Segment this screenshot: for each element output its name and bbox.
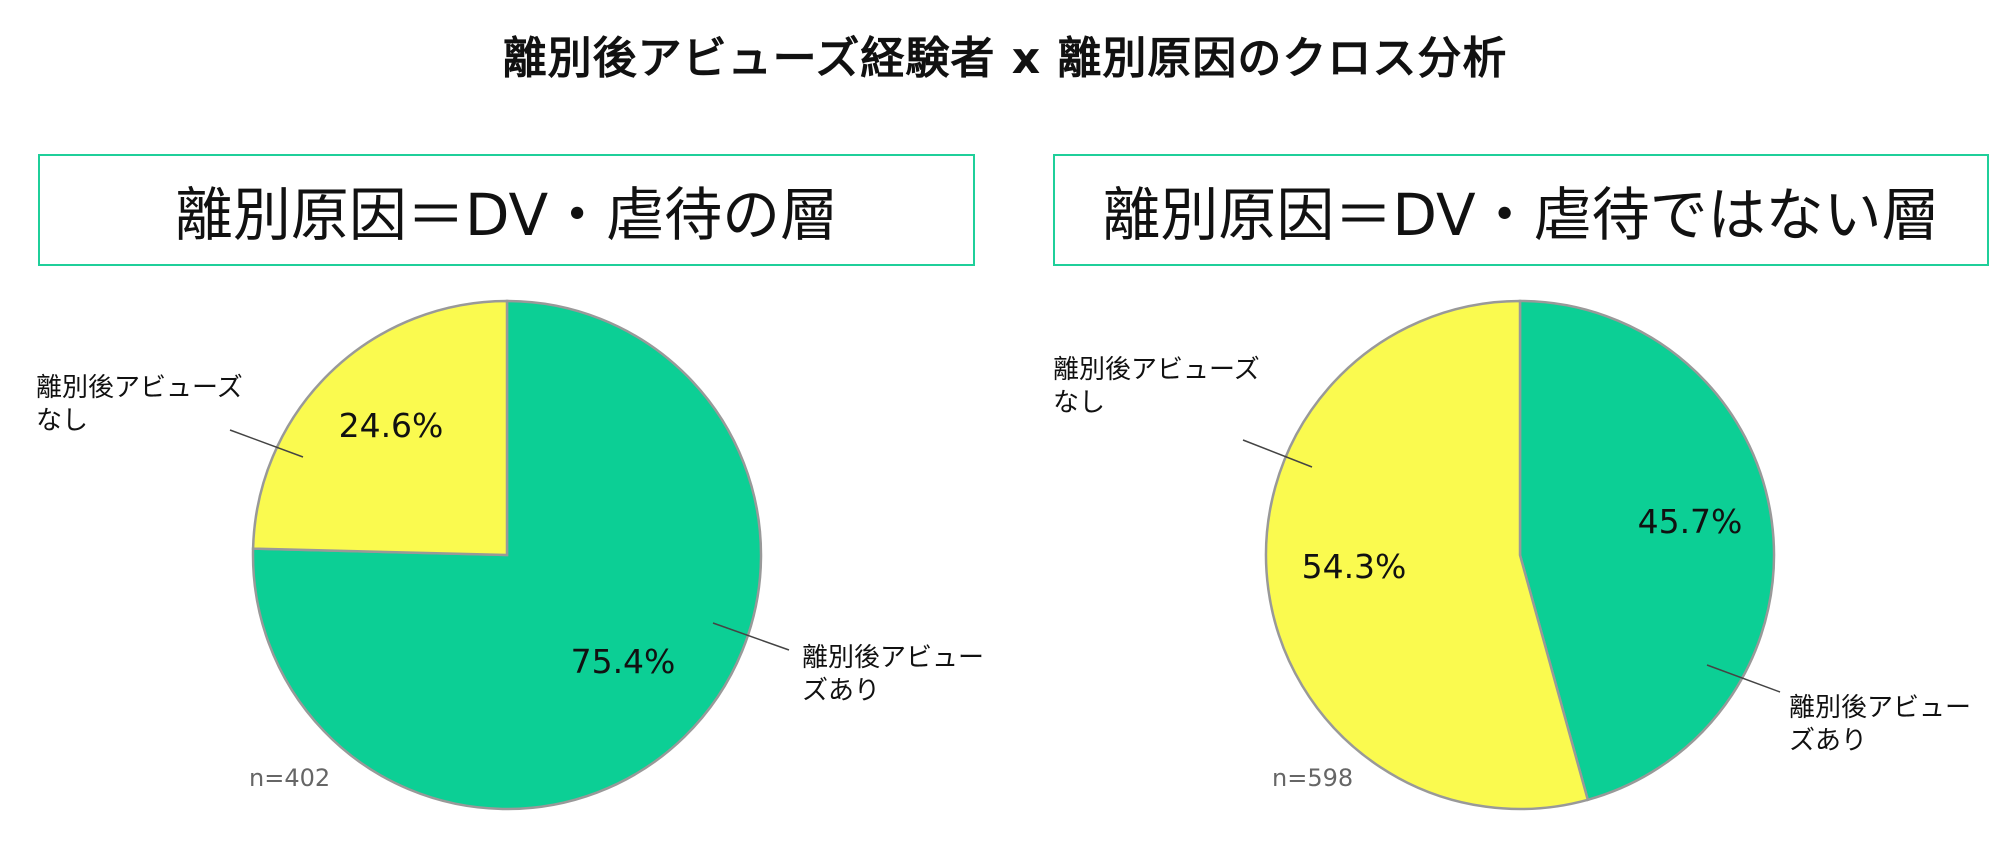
- right-label-abuse-no-line2: なし: [1053, 388, 1106, 418]
- right-label-abuse-yes: 離別後アビュー ズあり: [1789, 692, 1971, 758]
- pie1-pct-label-abuse-no: 54.3%: [1302, 547, 1407, 586]
- left-label-abuse-no-line1: 離別後アビューズ: [36, 373, 243, 403]
- right-n-label: n=598: [1272, 764, 1354, 792]
- right-label-abuse-no: 離別後アビューズ なし: [1053, 354, 1260, 420]
- pie1-leader-line-abuse-yes: [1706, 664, 1781, 693]
- pie0-slice-abuse-no: [251, 299, 509, 557]
- chart-main-title: 離別後アビューズ経験者 x 離別原因のクロス分析: [502, 33, 1508, 84]
- left-n-label: n=402: [249, 764, 331, 792]
- right-panel-title-box: 離別原因＝DV・虐待ではない層: [1053, 154, 1989, 266]
- pie1-leader-line-abuse-no: [1242, 439, 1313, 468]
- pie-charts: 24.6% 75.4% 54.3% 45.7%: [229, 299, 1781, 811]
- right-label-abuse-no-line1: 離別後アビューズ: [1053, 355, 1260, 385]
- left-label-abuse-no: 離別後アビューズ なし: [36, 372, 243, 438]
- left-label-abuse-yes-line2: ズあり: [802, 676, 881, 706]
- left-label-abuse-yes-line1: 離別後アビュー: [802, 643, 985, 673]
- pie1-pct-label-abuse-yes: 45.7%: [1638, 502, 1743, 541]
- left-label-abuse-no-line2: なし: [36, 406, 89, 436]
- right-label-abuse-yes-line1: 離別後アビュー: [1789, 693, 1972, 723]
- pie0-pct-label-abuse-no: 24.6%: [339, 406, 444, 445]
- pie1-slice-abuse-no: [1264, 299, 1590, 811]
- left-panel-title: 離別原因＝DV・虐待の層: [174, 181, 839, 249]
- right-panel-title: 離別原因＝DV・虐待ではない層: [1102, 181, 1940, 249]
- pie1-slice-abuse-yes: [1518, 299, 1776, 802]
- pie0-leader-line-abuse-yes: [712, 622, 790, 651]
- right-label-abuse-yes-line2: ズあり: [1789, 726, 1868, 756]
- pie0-pct-label-abuse-yes: 75.4%: [571, 642, 676, 681]
- left-label-abuse-yes: 離別後アビュー ズあり: [802, 642, 984, 708]
- left-panel-title-box: 離別原因＝DV・虐待の層: [38, 154, 975, 266]
- pie0-leader-line-abuse-no: [229, 429, 304, 458]
